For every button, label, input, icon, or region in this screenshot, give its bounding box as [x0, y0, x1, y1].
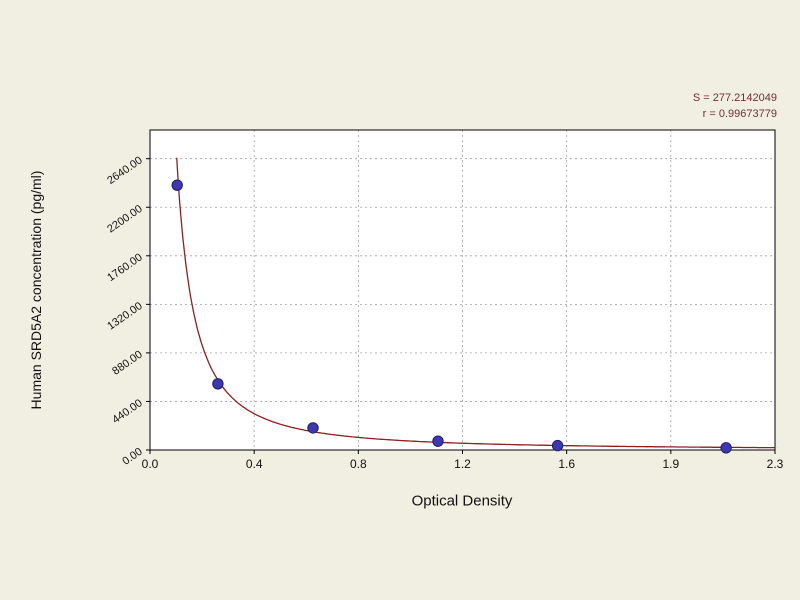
plot-border: [149, 129, 776, 451]
y-tick-label: 1760.00: [105, 251, 144, 284]
x-tick-label: 1.2: [454, 457, 471, 471]
y-tick-label: 440.00: [110, 397, 144, 426]
fit-stat-correlation: r = 0.99673779: [702, 108, 777, 120]
y-tick-label: 2200.00: [105, 203, 144, 236]
data-point: [171, 179, 183, 191]
y-tick-label: 2640.00: [105, 154, 144, 187]
y-tick-label: 1320.00: [105, 300, 144, 333]
x-axis-title: Optical Density: [411, 492, 513, 510]
fit-curve: [176, 157, 776, 449]
data-point: [307, 422, 319, 434]
x-tick-label: 0.8: [350, 457, 367, 471]
data-point: [212, 378, 224, 390]
x-tick-label: 1.6: [558, 457, 575, 471]
x-tick-label: 2.3: [767, 457, 784, 471]
x-tick-label: 0.4: [246, 457, 263, 471]
x-tick-label: 0.0: [142, 457, 159, 471]
x-tick-label: 1.9: [662, 457, 679, 471]
y-tick-label: 880.00: [110, 349, 144, 378]
data-point: [432, 435, 444, 447]
data-point: [551, 439, 564, 452]
fit-statistics: S = 277.2142049 r = 0.99673779: [693, 90, 777, 122]
fit-stat-standard-error: S = 277.2142049: [692, 92, 777, 104]
data-point: [720, 442, 732, 454]
